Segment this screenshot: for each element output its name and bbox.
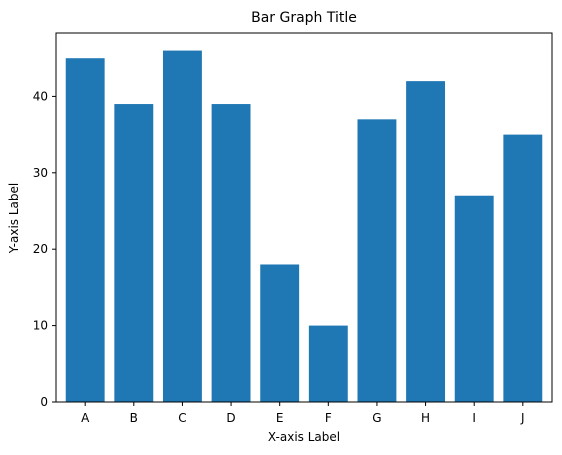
bar-H (406, 81, 446, 402)
y-tick-label: 40 (33, 89, 48, 103)
x-tick-label: B (130, 411, 138, 425)
bar-F (308, 325, 348, 402)
plot-frame (55, 32, 553, 403)
x-tick-label: F (325, 411, 332, 425)
bar-I (454, 195, 494, 402)
x-tick-label: A (81, 411, 90, 425)
x-tick-label: C (178, 411, 186, 425)
x-axis-label: X-axis Label (268, 430, 340, 444)
y-tick-label: 20 (33, 242, 48, 256)
x-axis-ticks: A B C D E F G H I J (81, 402, 525, 425)
x-tick-label: J (520, 411, 525, 425)
y-tick-label: 10 (33, 319, 48, 333)
bars-layer (65, 50, 543, 403)
x-tick-label: G (372, 411, 381, 425)
bar-E (260, 264, 300, 402)
bar-B (114, 104, 154, 403)
y-axis-label: Y-axis Label (7, 183, 21, 254)
bar-G (357, 119, 397, 402)
x-tick-label: E (276, 411, 284, 425)
y-axis-ticks: 0 10 20 30 40 (33, 89, 56, 409)
x-tick-label: D (226, 411, 235, 425)
bar-J (503, 134, 543, 403)
y-tick-label: 30 (33, 166, 48, 180)
bar-D (211, 104, 251, 403)
x-tick-label: H (421, 411, 430, 425)
x-tick-label: I (472, 411, 476, 425)
bar-C (162, 50, 202, 402)
y-tick-label: 0 (40, 395, 48, 409)
bar-A (65, 58, 105, 403)
chart-title: Bar Graph Title (251, 10, 357, 26)
